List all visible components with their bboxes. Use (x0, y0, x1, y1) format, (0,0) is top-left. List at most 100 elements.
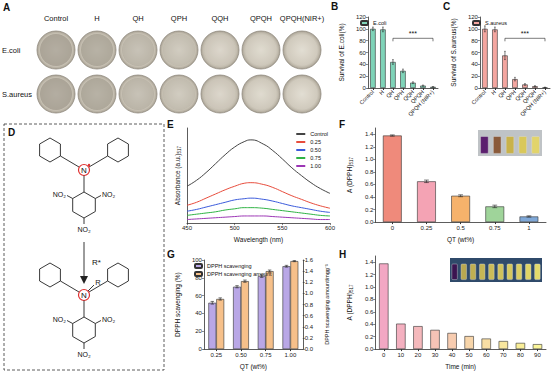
svg-text:0: 0 (475, 85, 479, 91)
svg-text:G: G (167, 249, 175, 260)
svg-text:0.4: 0.4 (305, 324, 314, 330)
svg-text:QPQH (NIR+): QPQH (NIR+) (407, 89, 435, 117)
svg-text:NO₂: NO₂ (102, 191, 116, 198)
svg-text:0.8: 0.8 (365, 169, 374, 175)
svg-text:A: A (3, 2, 10, 13)
svg-text:1: 1 (527, 225, 531, 231)
svg-text:DPPH scavenging amount: DPPH scavenging amount (207, 271, 272, 277)
svg-text:C: C (443, 1, 450, 12)
svg-text:S.aureus: S.aureus (2, 90, 32, 99)
svg-text:0.25: 0.25 (421, 225, 433, 231)
svg-text:E: E (167, 119, 174, 130)
svg-text:DPPH scavenging amount/mgg⁻¹: DPPH scavenging amount/mgg⁻¹ (324, 264, 330, 345)
svg-text:60: 60 (359, 50, 366, 56)
svg-text:H: H (94, 14, 99, 23)
svg-text:0.0: 0.0 (305, 346, 314, 352)
svg-text:B: B (331, 1, 338, 12)
svg-text:Control: Control (470, 89, 487, 106)
svg-text:Absorbance (a.u.): Absorbance (a.u.) (174, 153, 182, 205)
svg-text:0.2: 0.2 (365, 334, 374, 340)
svg-text:S.aureus: S.aureus (485, 20, 507, 26)
svg-text:0.0: 0.0 (365, 219, 374, 225)
svg-text:1.4: 1.4 (305, 268, 314, 274)
svg-text:70: 70 (500, 352, 507, 358)
svg-text:NO₂: NO₂ (77, 351, 91, 358)
svg-text:0.75: 0.75 (260, 352, 272, 358)
svg-text:10: 10 (398, 352, 405, 358)
svg-text:80: 80 (359, 38, 366, 44)
svg-text:1.6: 1.6 (305, 257, 314, 263)
svg-text:40: 40 (195, 310, 202, 316)
svg-text:20: 20 (415, 352, 422, 358)
svg-text:QPQH (NIR+): QPQH (NIR+) (519, 89, 547, 117)
svg-text:100: 100 (192, 257, 203, 263)
svg-text:1.00: 1.00 (310, 163, 321, 169)
svg-text:0.6: 0.6 (305, 313, 314, 319)
svg-text:1.2: 1.2 (365, 144, 374, 150)
svg-text:QPH: QPH (171, 14, 187, 23)
svg-text:Survival of S.aureus(%): Survival of S.aureus(%) (450, 18, 458, 86)
svg-text:DPPH scavenging (%): DPPH scavenging (%) (174, 272, 182, 337)
svg-text:0.4: 0.4 (365, 194, 374, 200)
svg-text:0.50: 0.50 (310, 147, 321, 153)
svg-text:QQH: QQH (211, 14, 228, 23)
svg-text:120: 120 (356, 14, 367, 20)
svg-text:QPQH(NIR+): QPQH(NIR+) (280, 14, 325, 23)
svg-text:Survival of E.coli(%): Survival of E.coli(%) (338, 23, 346, 81)
svg-text:1.0: 1.0 (365, 156, 374, 162)
svg-text:Control: Control (358, 89, 375, 106)
svg-text:0.6: 0.6 (365, 181, 374, 187)
svg-text:40: 40 (471, 61, 478, 67)
svg-text:A (DPPH): A (DPPH) (346, 292, 354, 320)
svg-text:0.8: 0.8 (305, 302, 314, 308)
svg-text:20: 20 (471, 73, 478, 79)
svg-text:0.75: 0.75 (310, 155, 321, 161)
svg-text:Wavelength (nm): Wavelength (nm) (234, 236, 283, 244)
svg-text:0.25: 0.25 (310, 139, 321, 145)
svg-text:N: N (81, 166, 87, 175)
svg-text:90: 90 (534, 352, 541, 358)
svg-text:60: 60 (483, 352, 490, 358)
svg-text:60: 60 (471, 50, 478, 56)
svg-text:120: 120 (468, 14, 479, 20)
svg-text:60: 60 (195, 293, 202, 299)
svg-text:40: 40 (449, 352, 456, 358)
svg-text:0: 0 (363, 85, 367, 91)
svg-text:550: 550 (277, 225, 288, 231)
svg-text:1.0: 1.0 (365, 284, 374, 290)
svg-text:R*: R* (92, 258, 101, 267)
svg-text:0.2: 0.2 (365, 207, 374, 213)
svg-text:0.4: 0.4 (365, 321, 374, 327)
svg-text:NO₂: NO₂ (53, 316, 67, 323)
svg-text:517: 517 (177, 145, 182, 153)
svg-text:0: 0 (382, 352, 386, 358)
svg-text:80: 80 (471, 38, 478, 44)
svg-text:600: 600 (325, 225, 336, 231)
svg-text:0.2: 0.2 (305, 335, 314, 341)
svg-text:0.25: 0.25 (210, 352, 222, 358)
svg-text:450: 450 (182, 225, 193, 231)
svg-text:QT (wt%): QT (wt%) (240, 363, 267, 371)
svg-text:E.coli: E.coli (2, 46, 21, 55)
svg-text:30: 30 (432, 352, 439, 358)
svg-text:QPQH: QPQH (250, 14, 272, 23)
svg-text:20: 20 (359, 73, 366, 79)
svg-text:500: 500 (230, 225, 241, 231)
svg-text:100: 100 (468, 26, 479, 32)
svg-text:QT (wt%): QT (wt%) (447, 236, 474, 244)
svg-text:N: N (81, 291, 87, 300)
svg-text:0.50: 0.50 (235, 352, 247, 358)
svg-text:0.8: 0.8 (365, 296, 374, 302)
svg-text:1.2: 1.2 (365, 272, 374, 278)
svg-text:***: *** (409, 30, 417, 37)
svg-text:D: D (8, 127, 15, 138)
svg-text:100: 100 (356, 26, 367, 32)
svg-text:517: 517 (349, 284, 354, 292)
svg-text:1.4: 1.4 (365, 131, 374, 137)
svg-text:50: 50 (466, 352, 473, 358)
svg-text:0: 0 (391, 225, 395, 231)
svg-text:R: R (95, 278, 101, 287)
svg-text:80: 80 (517, 352, 524, 358)
svg-text:20: 20 (195, 328, 202, 334)
svg-text:1.00: 1.00 (285, 352, 297, 358)
